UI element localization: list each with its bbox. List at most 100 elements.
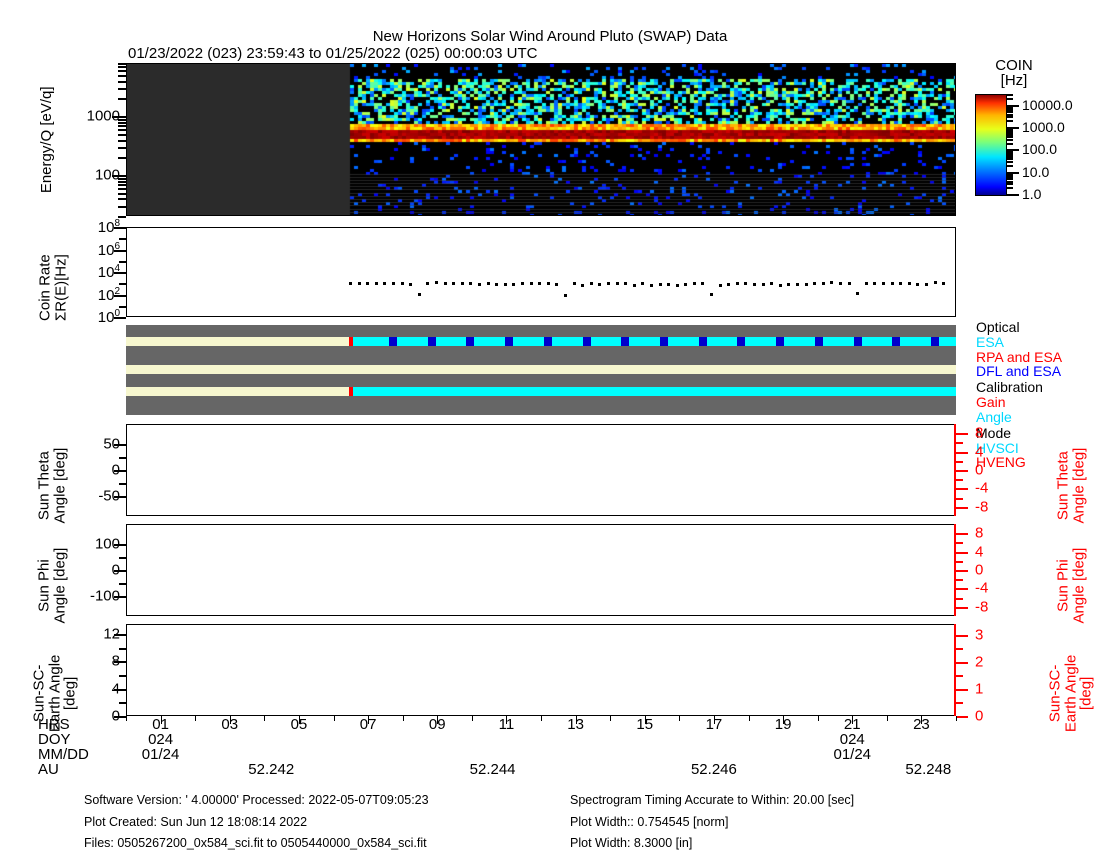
sun-theta-minor-tick: [119, 457, 126, 459]
time-axis-doy: 024: [148, 731, 174, 748]
coin-rate-point: [426, 282, 430, 286]
sun-theta-right-major-tick: [956, 452, 968, 454]
sun-sc-earth-right-major-tick: [956, 635, 968, 637]
coin-rate-point: [581, 283, 585, 287]
coin-rate-point: [538, 281, 542, 285]
time-axis-tick: [714, 716, 715, 724]
coin-rate-point: [667, 282, 671, 286]
time-axis-tick: [541, 716, 542, 721]
sun-phi-minor-tick: [119, 583, 126, 585]
coin-rate-point: [761, 283, 765, 287]
coin-rate-minor-tick: [119, 283, 126, 285]
time-axis-tick: [472, 716, 473, 721]
sun-phi-right-ytick-0: 0: [975, 561, 984, 579]
coin-rate-point: [417, 292, 421, 296]
time-axis-tick: [783, 716, 784, 724]
coin-rate-major-tick: [114, 227, 126, 229]
coin-rate-ytick-10e8: 108: [97, 218, 120, 236]
time-axis-hour-15: 15: [636, 716, 654, 733]
sun-sc-earth-right-minor-tick: [956, 702, 963, 704]
sun-theta-right-minor-tick: [956, 461, 963, 463]
spectrogram-minor-tick: [118, 88, 126, 90]
coin-rate-point: [606, 281, 610, 285]
spectrogram-minor-tick: [118, 193, 126, 195]
spectrogram-minor-tick: [118, 157, 126, 159]
sun-sc-earth-right-ytick-0: 0: [975, 707, 984, 725]
sun-theta-major-tick: [114, 496, 126, 498]
sun-sc-earth-ytick-12: 12: [103, 625, 120, 643]
coin-rate-point: [572, 281, 576, 285]
coin-rate-point: [477, 282, 481, 286]
time-axis-tick: [852, 716, 853, 724]
mode-marker-dfl-esa: [466, 337, 475, 346]
time-axis-hour-09: 09: [428, 716, 446, 733]
coin-rate-point: [452, 281, 456, 285]
time-axis-au: 52.242: [248, 761, 295, 778]
coin-rate-ytick-10e4: 104: [97, 263, 120, 281]
sun-theta-right-ytick-4: 4: [975, 443, 984, 461]
time-axis-hour-13: 13: [567, 716, 584, 733]
coin-rate-point: [710, 292, 714, 296]
sun-phi-ylabel-line1: Sun Phi: [35, 559, 53, 612]
footer-left: Software Version: ' 4.00000' Processed: …: [84, 790, 429, 855]
colorbar-minor-tick: [1006, 152, 1013, 154]
coin-rate-point: [701, 281, 705, 285]
colorbar-tick-10000.0: 10000.0: [1022, 96, 1073, 113]
sun-theta-right-ytick-neg8: -8: [975, 498, 989, 516]
mode-bar-calibration: [126, 365, 956, 374]
time-axis-tick: [506, 716, 507, 724]
sun-phi-right-minor-tick: [956, 561, 963, 563]
mode-marker-dfl-esa: [776, 337, 785, 346]
mode-marker-dfl-esa: [931, 337, 940, 346]
sun-phi-right-minor-tick: [956, 579, 963, 581]
mode-bar-optical-after: [353, 337, 956, 346]
coin-rate-point: [881, 281, 885, 285]
sun-phi-ylabel-line2: Angle [deg]: [51, 547, 68, 624]
coin-rate-point: [830, 281, 834, 285]
sun-theta-panel: [126, 424, 956, 516]
time-axis-tick: [230, 716, 231, 724]
coin-rate-point: [899, 282, 903, 286]
sun-sc-earth-right-ytick-3: 3: [975, 626, 984, 644]
sun-sc-earth-major-tick: [114, 661, 126, 663]
time-axis-hour-21: 21: [843, 716, 861, 733]
colorbar-minor-tick: [1006, 136, 1013, 138]
spectrogram-minor-tick: [118, 66, 126, 68]
legend-item: ESA: [976, 333, 1005, 350]
sun-sc-earth-minor-tick: [119, 648, 126, 650]
sun-phi-right-major-tick: [956, 588, 968, 590]
sun-theta-ytick-50: 50: [103, 435, 120, 453]
sun-phi-major-tick: [114, 544, 126, 546]
coin-rate-point: [839, 281, 843, 285]
spectrogram-ytick-1000: 1000: [86, 107, 120, 125]
time-axis-row-label-HRS: HRS: [38, 716, 70, 733]
sun-sc-earth-ytick-8: 8: [60, 653, 120, 670]
spectrogram-minor-tick: [118, 140, 126, 142]
coin-rate-point: [847, 281, 851, 285]
colorbar-minor-tick: [1006, 161, 1013, 163]
colorbar-minor-tick: [1006, 174, 1013, 176]
red-axis-edge: [954, 624, 956, 716]
coin-rate-point: [435, 281, 439, 285]
footer-line: Plot Created: Sun Jun 12 18:08:14 2022: [84, 814, 308, 829]
colorbar-title: COIN [Hz]: [978, 58, 1050, 89]
legend-item: HVENG: [976, 454, 1026, 471]
colorbar-minor-tick: [1006, 94, 1013, 96]
time-axis-tick: [887, 716, 888, 721]
coin-rate-point: [357, 281, 361, 285]
sun-sc-earth-right-major-tick: [956, 662, 968, 664]
coin-rate-point: [529, 282, 533, 286]
legend-item: Angle: [976, 408, 1012, 425]
time-axis-row-label-DOY: DOY: [38, 731, 71, 748]
coin-rate-point: [924, 283, 928, 287]
coin-rate-point: [727, 282, 731, 286]
colorbar-minor-tick: [1006, 153, 1013, 155]
colorbar-minor-tick: [1006, 181, 1013, 183]
coin-rate-point: [409, 283, 413, 287]
coin-rate-point: [916, 283, 920, 287]
sun-theta-minor-tick: [119, 483, 126, 485]
coin-rate-point: [796, 283, 800, 287]
coin-rate-point: [632, 283, 636, 287]
mode-marker-dfl-esa: [659, 337, 668, 346]
